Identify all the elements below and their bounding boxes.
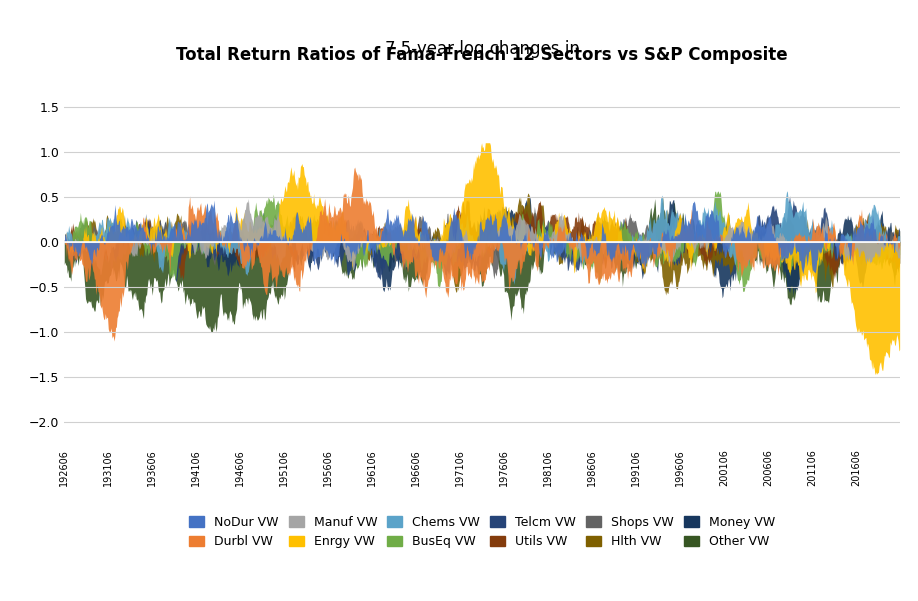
Text: Total Return Ratios of Fama-French 12 Sectors vs S&P Composite: Total Return Ratios of Fama-French 12 Se… (176, 46, 788, 64)
Title: 7.5-year log changes in: 7.5-year log changes in (385, 40, 579, 58)
Legend: NoDur VW, Durbl VW, Manuf VW, Enrgy VW, Chems VW, BusEq VW, Telcm VW, Utils VW, : NoDur VW, Durbl VW, Manuf VW, Enrgy VW, … (189, 516, 775, 548)
